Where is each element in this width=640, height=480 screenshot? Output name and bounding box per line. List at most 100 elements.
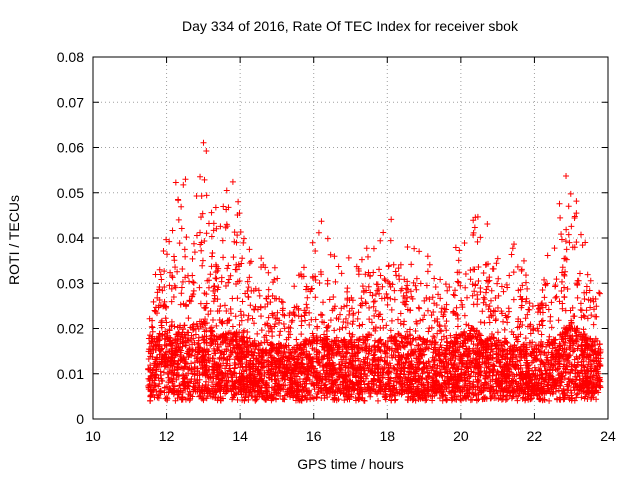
data-point xyxy=(313,368,320,375)
data-point xyxy=(488,312,495,319)
data-point xyxy=(300,264,307,271)
data-point xyxy=(424,268,431,275)
data-point xyxy=(190,240,197,247)
data-point xyxy=(154,394,161,401)
data-point xyxy=(450,308,457,315)
data-point xyxy=(302,336,309,343)
data-point xyxy=(168,298,175,305)
data-point xyxy=(178,203,185,210)
data-point xyxy=(277,357,284,364)
data-point xyxy=(347,361,354,368)
data-point xyxy=(452,311,459,318)
data-point xyxy=(319,312,326,319)
data-point xyxy=(214,366,221,373)
data-point xyxy=(323,324,330,331)
data-point xyxy=(383,322,390,329)
data-point xyxy=(536,367,543,374)
data-point xyxy=(239,338,246,345)
data-point xyxy=(502,353,509,360)
data-point xyxy=(538,347,545,354)
data-point xyxy=(582,239,589,246)
data-point xyxy=(593,396,600,403)
data-point xyxy=(581,296,588,303)
data-point xyxy=(149,328,156,335)
data-point xyxy=(276,368,283,375)
data-point xyxy=(480,347,487,354)
data-point xyxy=(252,303,259,310)
data-point xyxy=(164,361,171,368)
data-point xyxy=(318,354,325,361)
data-point xyxy=(475,383,482,390)
data-point xyxy=(362,271,369,278)
data-point xyxy=(296,375,303,382)
data-point xyxy=(378,340,385,347)
data-point xyxy=(597,363,604,370)
data-point xyxy=(220,372,227,379)
data-point xyxy=(371,365,378,372)
data-point xyxy=(204,388,211,395)
data-point xyxy=(573,338,580,345)
data-point xyxy=(344,285,351,292)
data-point xyxy=(151,382,158,389)
data-point xyxy=(286,389,293,396)
data-point xyxy=(261,334,268,341)
data-point xyxy=(560,363,567,370)
data-point xyxy=(303,301,310,308)
data-point xyxy=(373,362,380,369)
data-point xyxy=(203,378,210,385)
data-point xyxy=(465,322,472,329)
data-point xyxy=(408,261,415,268)
data-point xyxy=(180,381,187,388)
data-point xyxy=(541,276,548,283)
data-point xyxy=(372,307,379,314)
chart-title: Day 334 of 2016, Rate Of TEC Index for r… xyxy=(182,18,518,34)
data-point xyxy=(215,343,222,350)
data-point xyxy=(223,308,230,315)
data-point xyxy=(597,346,604,353)
data-point xyxy=(473,328,480,335)
data-point xyxy=(522,381,529,388)
data-point xyxy=(439,392,446,399)
data-point xyxy=(464,352,471,359)
data-point xyxy=(359,283,366,290)
data-point xyxy=(548,384,555,391)
data-point xyxy=(371,298,378,305)
data-point xyxy=(188,332,195,339)
data-point xyxy=(474,376,481,383)
data-point xyxy=(558,236,565,243)
data-point xyxy=(278,350,285,357)
data-point xyxy=(158,377,165,384)
data-point xyxy=(331,327,338,334)
data-point xyxy=(583,283,590,290)
data-point xyxy=(279,305,286,312)
data-point xyxy=(586,287,593,294)
data-point xyxy=(182,253,189,260)
data-point xyxy=(190,327,197,334)
data-point xyxy=(567,344,574,351)
data-point xyxy=(557,382,564,389)
data-point xyxy=(569,377,576,384)
data-point xyxy=(231,229,238,236)
data-point xyxy=(462,284,469,291)
data-point xyxy=(538,301,545,308)
data-point xyxy=(309,345,316,352)
data-point xyxy=(246,389,253,396)
data-point xyxy=(434,318,441,325)
data-point xyxy=(291,283,298,290)
data-point xyxy=(584,396,591,403)
data-point xyxy=(303,388,310,395)
data-point xyxy=(211,350,218,357)
data-point xyxy=(475,263,482,270)
data-point xyxy=(461,240,468,247)
data-point xyxy=(180,181,187,188)
data-point xyxy=(500,318,507,325)
data-point xyxy=(246,335,253,342)
data-point xyxy=(303,286,310,293)
data-point xyxy=(540,360,547,367)
data-point xyxy=(539,322,546,329)
data-point xyxy=(584,384,591,391)
data-point xyxy=(324,336,331,343)
data-point xyxy=(282,353,289,360)
data-point xyxy=(493,260,500,267)
data-point xyxy=(145,335,152,342)
